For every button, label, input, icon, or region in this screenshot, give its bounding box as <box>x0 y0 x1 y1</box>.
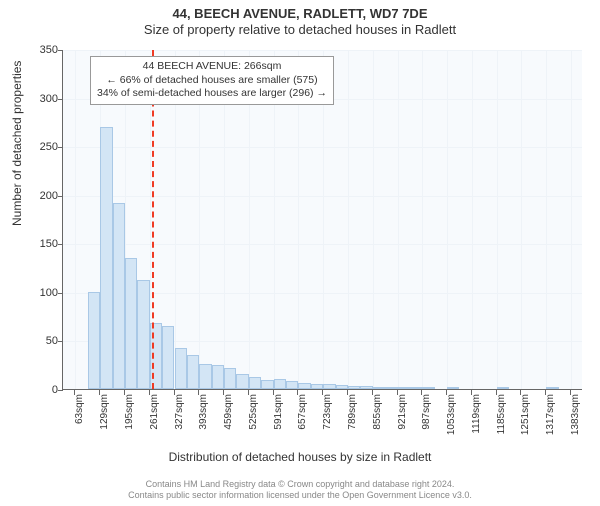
x-tick-label: 525sqm <box>248 394 259 444</box>
footer-attribution: Contains HM Land Registry data © Crown c… <box>0 479 600 502</box>
y-tick-label: 0 <box>28 384 58 396</box>
x-tick-label: 195sqm <box>124 394 135 444</box>
histogram-bar <box>286 381 298 389</box>
histogram-bar <box>447 387 459 389</box>
histogram-bar <box>323 384 335 389</box>
page-title: 44, BEECH AVENUE, RADLETT, WD7 7DE <box>0 6 600 21</box>
x-tick-label: 855sqm <box>372 394 383 444</box>
x-tick-label: 459sqm <box>223 394 234 444</box>
histogram-bar <box>224 368 236 389</box>
histogram-bar <box>546 387 558 389</box>
histogram-bar <box>113 203 125 390</box>
x-tick-label: 1185sqm <box>496 394 507 444</box>
histogram-bar <box>125 258 137 389</box>
annotation-line: 44 BEECH AVENUE: 266sqm <box>97 60 327 74</box>
y-tick-label: 50 <box>28 335 58 347</box>
histogram-bar <box>261 380 273 389</box>
y-axis-label: Number of detached properties <box>10 61 24 226</box>
x-axis-label: Distribution of detached houses by size … <box>0 450 600 464</box>
histogram-bar <box>298 383 310 389</box>
footer-line: Contains HM Land Registry data © Crown c… <box>0 479 600 491</box>
histogram-bar <box>336 385 348 389</box>
annotation-box: 44 BEECH AVENUE: 266sqm ← 66% of detache… <box>90 56 334 105</box>
histogram-bar <box>175 348 187 389</box>
y-tick-label: 300 <box>28 93 58 105</box>
x-tick-label: 1317sqm <box>545 394 556 444</box>
histogram-bar <box>236 374 248 389</box>
subtitle: Size of property relative to detached ho… <box>0 22 600 37</box>
histogram-bar <box>249 377 261 389</box>
x-tick-label: 789sqm <box>347 394 358 444</box>
histogram-bar <box>348 386 360 389</box>
x-tick-label: 63sqm <box>74 394 85 444</box>
histogram-bar <box>311 384 323 389</box>
histogram-bar <box>162 326 174 389</box>
x-tick-label: 591sqm <box>273 394 284 444</box>
histogram-bar <box>410 387 422 389</box>
histogram-bar <box>88 292 100 389</box>
histogram-bar <box>385 387 397 389</box>
histogram-bar <box>274 379 286 389</box>
x-tick-label: 1053sqm <box>446 394 457 444</box>
annotation-line: ← 66% of detached houses are smaller (57… <box>97 74 327 88</box>
histogram-bar <box>199 364 211 389</box>
histogram-bar <box>398 387 410 389</box>
x-tick-label: 921sqm <box>397 394 408 444</box>
footer-line: Contains public sector information licen… <box>0 490 600 502</box>
x-tick-label: 1119sqm <box>471 394 482 444</box>
histogram-bar <box>212 365 224 389</box>
histogram-chart: 050100150200250300350 63sqm129sqm195sqm2… <box>62 50 582 426</box>
x-tick-label: 987sqm <box>421 394 432 444</box>
histogram-bar <box>100 127 112 389</box>
y-tick-label: 350 <box>28 44 58 56</box>
x-tick-label: 1383sqm <box>570 394 581 444</box>
x-tick-label: 657sqm <box>297 394 308 444</box>
histogram-bar <box>360 386 372 389</box>
x-tick-label: 1251sqm <box>520 394 531 444</box>
x-tick-label: 723sqm <box>322 394 333 444</box>
histogram-bar <box>373 387 385 389</box>
annotation-line: 34% of semi-detached houses are larger (… <box>97 87 327 101</box>
histogram-bar <box>137 280 149 389</box>
x-tick-label: 327sqm <box>174 394 185 444</box>
y-tick-label: 150 <box>28 238 58 250</box>
x-tick-label: 261sqm <box>149 394 160 444</box>
x-tick-label: 129sqm <box>99 394 110 444</box>
x-tick-label: 393sqm <box>198 394 209 444</box>
histogram-bar <box>422 387 434 389</box>
histogram-bar <box>497 387 509 389</box>
y-tick-label: 200 <box>28 190 58 202</box>
y-tick-label: 100 <box>28 287 58 299</box>
y-tick-label: 250 <box>28 141 58 153</box>
histogram-bar <box>187 355 199 389</box>
